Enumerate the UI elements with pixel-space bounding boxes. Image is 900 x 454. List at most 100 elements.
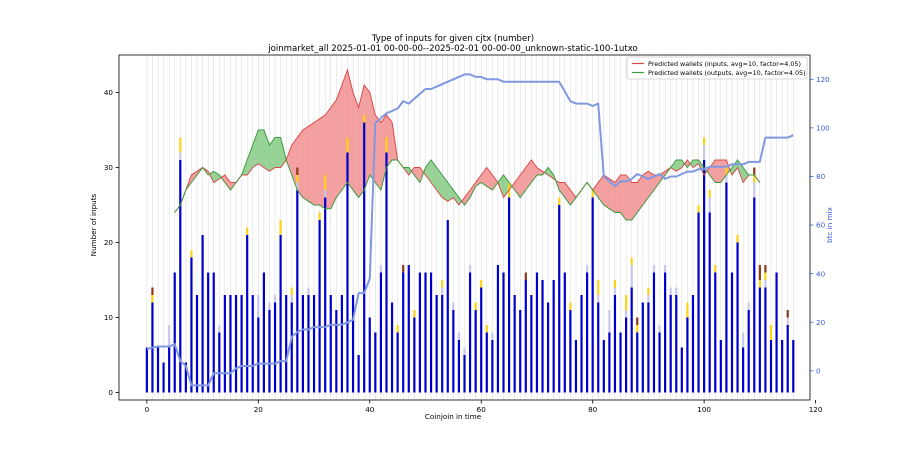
outputs-excess-area: [275, 137, 281, 168]
bar-segment-yellow: [758, 280, 761, 288]
bar-segment-yellow: [385, 137, 388, 153]
outputs-excess-area: [681, 160, 685, 168]
bar-base: [379, 272, 383, 393]
bar-base: [730, 272, 734, 393]
bar-base: [541, 280, 544, 393]
bar-base: [664, 272, 667, 393]
y2-tick-label: 20: [816, 318, 826, 327]
inputs-excess-area: [653, 175, 660, 190]
bar-base: [597, 302, 600, 393]
bar-segment-yellow: [474, 302, 477, 310]
outputs-excess-area: [269, 137, 276, 172]
bar-segment-yellow: [591, 190, 594, 198]
outputs-excess-area: [213, 171, 220, 183]
bar-segment-yellow: [703, 137, 706, 145]
bar-segment-light: [742, 332, 745, 348]
bar-base: [273, 302, 277, 393]
inputs-excess-area: [687, 160, 691, 168]
bar-segment-light: [747, 302, 750, 310]
bar-segment-yellow: [725, 167, 728, 175]
bar-segment-yellow: [279, 220, 282, 235]
bar-base: [753, 197, 756, 393]
bar-segment-yellow: [246, 227, 249, 235]
bar-base: [786, 325, 789, 393]
bar-segment-brown: [296, 167, 299, 175]
inputs-excess-area: [631, 182, 638, 220]
bar-segment-light: [307, 287, 310, 295]
inputs-excess-area: [620, 175, 627, 220]
bar-base: [641, 302, 644, 393]
chart-title: Type of inputs for given cjtx (number): [371, 34, 534, 44]
bar-base: [195, 295, 199, 393]
bar-base: [747, 310, 750, 393]
inputs-excess-area: [564, 182, 571, 205]
bar-segment-yellow: [697, 205, 700, 213]
bar-base: [329, 295, 332, 393]
bar-segment-light: [257, 295, 260, 318]
inputs-excess-area: [325, 107, 331, 209]
bar-base: [268, 310, 271, 393]
bar-segment-brown: [786, 310, 789, 318]
bar-base: [413, 317, 416, 393]
bar-base: [781, 340, 784, 393]
inputs-excess-area: [330, 100, 337, 209]
bar-base: [240, 295, 243, 393]
bar-base: [407, 265, 410, 393]
x-tick-label: 80: [588, 405, 598, 414]
bar-base: [513, 295, 516, 393]
x-tick-label: 0: [145, 405, 150, 414]
bar-base: [703, 160, 706, 393]
bar-segment-light: [463, 347, 466, 355]
inputs-excess-area: [536, 167, 543, 175]
bar-segment-light: [441, 287, 444, 295]
bar-base: [340, 295, 344, 393]
inputs-excess-area: [411, 167, 415, 175]
bar-base: [402, 272, 405, 393]
outputs-excess-area: [453, 190, 459, 205]
bar-segment-brown: [524, 272, 527, 280]
inputs-excess-area: [481, 167, 487, 187]
bar-segment-yellow: [190, 250, 193, 258]
bar-segment-yellow: [179, 137, 182, 153]
bar-base: [697, 212, 700, 393]
inputs-excess-area: [592, 182, 599, 198]
legend-box: [626, 56, 808, 80]
bar-base: [496, 265, 500, 393]
outputs-excess-area: [431, 160, 437, 190]
bar-base: [429, 272, 433, 393]
btc-in-mix-line: [146, 73, 794, 387]
inputs-excess-area: [336, 85, 342, 198]
y2-tick-label: 120: [816, 75, 830, 84]
bar-base: [658, 332, 661, 393]
bar-base: [207, 272, 210, 393]
outputs-wallets-line: [174, 129, 761, 221]
inputs-excess-area: [375, 115, 381, 190]
bar-segment-yellow: [324, 175, 327, 190]
bar-segment-light: [452, 302, 455, 310]
bar-base: [173, 272, 176, 393]
bar-segment-light: [647, 295, 650, 303]
bar-segment-brown: [636, 317, 639, 325]
bar-segment-light: [218, 325, 221, 333]
bar-segment-light: [273, 295, 277, 303]
bar-base: [457, 340, 461, 393]
bar-segment-light: [608, 310, 611, 333]
bar-segment-light: [324, 190, 327, 198]
inputs-excess-area: [286, 145, 292, 175]
bar-segment-yellow: [769, 325, 773, 340]
bar-base: [691, 295, 695, 393]
chart-subtitle: joinmarket_all 2025-01-01 00-00-00--2025…: [267, 44, 638, 54]
bar-base: [234, 295, 238, 393]
bar-segment-brown: [151, 287, 154, 295]
y2-axis-label: btc in mix: [825, 206, 834, 242]
bar-base: [190, 257, 193, 393]
inputs-excess-area: [706, 167, 710, 175]
bar-segment-light: [168, 325, 171, 348]
inputs-excess-area: [341, 70, 348, 190]
inputs-excess-area: [353, 92, 359, 198]
bar-segment-yellow: [318, 212, 321, 220]
bar-segment-light: [786, 317, 789, 325]
x-tick-label: 100: [697, 405, 711, 414]
bar-base: [619, 332, 622, 393]
inputs-excess-area: [191, 171, 198, 183]
